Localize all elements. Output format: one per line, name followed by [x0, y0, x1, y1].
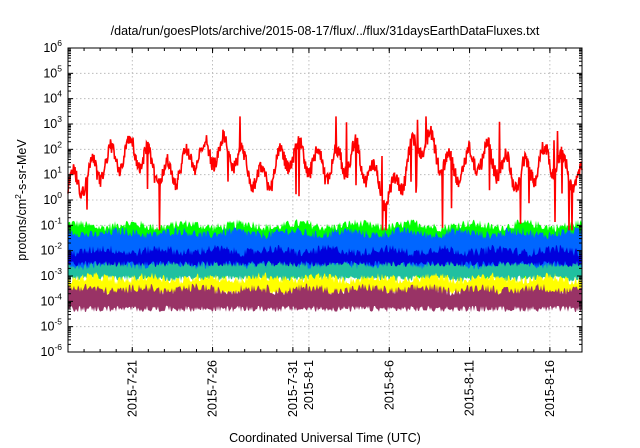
data-series [67, 116, 583, 313]
y-tick-label: 10-6 [41, 342, 63, 359]
x-tick-label: 2015-7-31 [286, 360, 300, 417]
y-tick-label: 10-5 [41, 317, 63, 334]
y-tick-label: 100 [43, 190, 62, 207]
x-tick-label: 2015-7-21 [125, 360, 139, 417]
y-tick-label: 10-3 [41, 266, 63, 283]
x-tick-label: 2015-8-1 [302, 360, 316, 410]
flux-band-6 [68, 283, 582, 313]
y-tick-label: 105 [43, 63, 62, 80]
y-tick-label: 10-4 [41, 291, 63, 308]
x-tick-label: 2015-8-16 [543, 360, 557, 417]
x-tick-label: 2015-8-11 [463, 360, 477, 416]
y-tick-label: 106 [43, 38, 62, 55]
flux-band-3 [68, 257, 582, 282]
y-axis-label: protons/cm2-s-sr-MeV [13, 139, 29, 261]
y-tick-label: 101 [43, 165, 62, 182]
y-tick-label: 103 [43, 114, 62, 131]
y-tick-label: 10-2 [41, 241, 63, 258]
y-tick-label: 10-1 [41, 215, 63, 232]
y-tick-label: 104 [43, 89, 62, 106]
x-tick-label: 2015-8-6 [382, 360, 396, 410]
x-axis-label: Coordinated Universal Time (UTC) [229, 431, 421, 445]
x-axis: 2015-7-21 2015-7-26 2015-7-31 2015-8-1 2015-… [67, 48, 583, 417]
flux-line-red [67, 116, 583, 231]
flux-band-4 [68, 244, 582, 268]
x-tick-label: 2015-7-26 [206, 360, 220, 417]
y-tick-label: 102 [43, 139, 62, 156]
y-axis: 10-6 10-5 10-4 10-3 10-2 10-1 100 101 102 103 104 1… [41, 38, 582, 359]
chart-title: /data/run/goesPlots/archive/2015-08-17/f… [111, 24, 540, 38]
